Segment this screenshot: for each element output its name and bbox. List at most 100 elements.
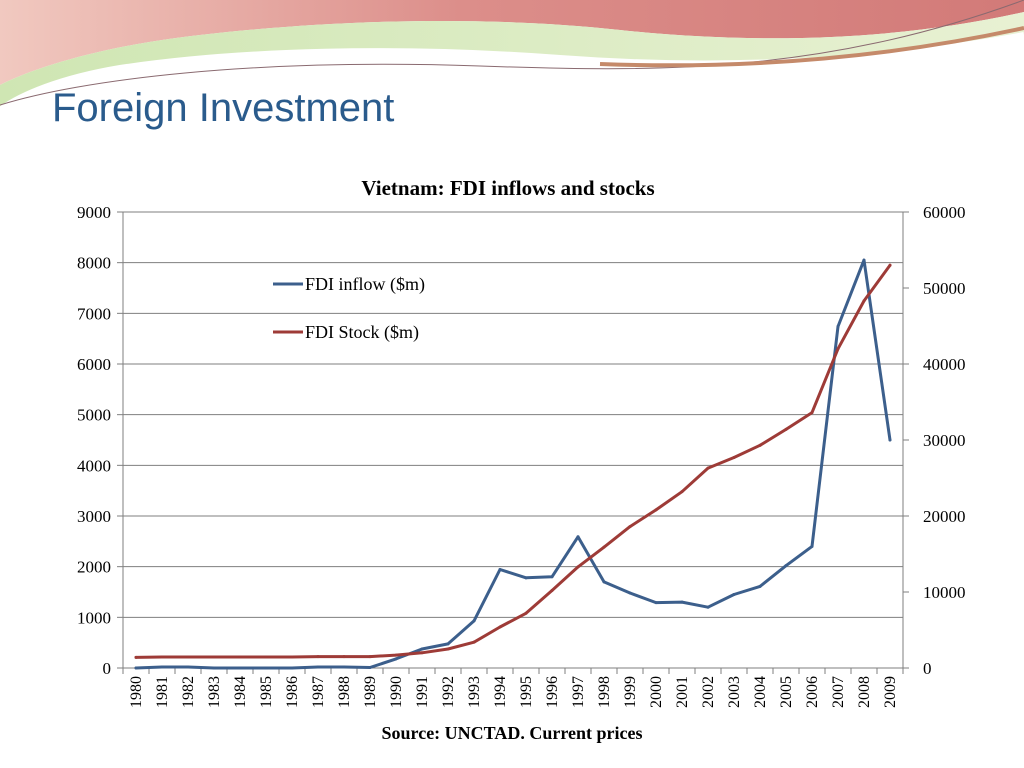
x-tick-label: 1998: [596, 676, 613, 708]
data-point: [134, 666, 138, 670]
x-tick-label: 1991: [414, 676, 431, 708]
x-tick-label: 1982: [180, 676, 197, 708]
x-tick-label: 2005: [778, 676, 795, 708]
data-point: [498, 625, 502, 629]
right-tick-label: 10000: [923, 583, 966, 602]
data-point: [524, 576, 528, 580]
data-point: [186, 655, 190, 659]
data-point: [186, 665, 190, 669]
data-point: [472, 640, 476, 644]
x-tick-label: 1990: [388, 676, 405, 708]
data-point: [602, 580, 606, 584]
data-point: [446, 647, 450, 651]
data-point: [264, 655, 268, 659]
data-point: [654, 508, 658, 512]
legend-label: FDI inflow ($m): [305, 274, 425, 295]
decorative-banner: [0, 0, 1024, 113]
left-tick-label: 9000: [77, 203, 111, 222]
data-point: [316, 665, 320, 669]
data-point: [420, 647, 424, 651]
data-point: [160, 665, 164, 669]
left-tick-label: 1000: [77, 608, 111, 627]
data-point: [732, 593, 736, 597]
data-point: [888, 263, 892, 267]
data-point: [524, 611, 528, 615]
data-point: [810, 411, 814, 415]
left-tick-label: 4000: [77, 456, 111, 475]
x-tick-label: 2008: [856, 676, 873, 708]
data-point: [290, 655, 294, 659]
right-tick-label: 40000: [923, 355, 966, 374]
data-point: [212, 655, 216, 659]
x-tick-label: 1988: [336, 676, 353, 708]
data-point: [550, 575, 554, 579]
legend-label: FDI Stock ($m): [305, 322, 419, 343]
left-tick-label: 6000: [77, 355, 111, 374]
data-point: [394, 653, 398, 657]
x-tick-label: 2000: [648, 676, 665, 708]
x-tick-label: 2009: [882, 676, 899, 708]
data-point: [498, 567, 502, 571]
series-line: [134, 263, 892, 659]
chart-title: Vietnam: FDI inflows and stocks: [361, 176, 654, 200]
right-tick-label: 0: [923, 659, 932, 678]
data-point: [368, 665, 372, 669]
slide-title: Foreign Investment: [52, 86, 395, 130]
data-point: [472, 619, 476, 623]
data-point: [238, 666, 242, 670]
x-tick-label: 2007: [830, 676, 847, 708]
data-point: [576, 565, 580, 569]
data-point: [342, 665, 346, 669]
series-1: [134, 258, 892, 670]
right-tick-label: 30000: [923, 431, 966, 450]
data-point: [550, 588, 554, 592]
x-tick-label: 1985: [258, 676, 275, 708]
data-point: [706, 605, 710, 609]
data-point: [680, 600, 684, 604]
data-point: [706, 466, 710, 470]
data-point: [628, 525, 632, 529]
data-point: [810, 544, 814, 548]
x-tick-label: 2001: [674, 676, 691, 708]
data-point: [316, 655, 320, 659]
x-tick-label: 2006: [804, 676, 821, 708]
data-point: [732, 455, 736, 459]
right-tick-label: 50000: [923, 279, 966, 298]
data-point: [654, 601, 658, 605]
left-tick-label: 5000: [77, 406, 111, 425]
data-point: [290, 666, 294, 670]
left-tick-label: 8000: [77, 254, 111, 273]
data-point: [784, 427, 788, 431]
data-point: [602, 545, 606, 549]
data-point: [836, 347, 840, 351]
legend: FDI inflow ($m) FDI Stock ($m): [273, 274, 425, 343]
x-tick-label: 1996: [544, 676, 561, 708]
data-point: [836, 325, 840, 329]
right-tick-label: 20000: [923, 507, 966, 526]
x-tick-label: 1986: [284, 676, 301, 708]
x-tick-label: 1995: [518, 676, 535, 708]
data-point: [862, 258, 866, 262]
x-tick-label: 1993: [466, 676, 483, 708]
left-tick-label: 2000: [77, 558, 111, 577]
gridlines: [123, 211, 903, 669]
data-point: [394, 657, 398, 661]
x-tick-label: 1981: [154, 676, 171, 708]
data-point: [576, 535, 580, 539]
data-point: [368, 655, 372, 659]
x-axis-ticks: 1980 1981 1982 1983 1984 1985 1986 1987 1988 1989…: [122, 668, 904, 708]
data-point: [758, 443, 762, 447]
x-tick-label: 1980: [128, 676, 145, 708]
x-tick-label: 2004: [752, 676, 769, 708]
data-point: [758, 584, 762, 588]
data-point: [264, 666, 268, 670]
x-tick-label: 1989: [362, 676, 379, 708]
data-point: [446, 642, 450, 646]
x-tick-label: 2002: [700, 676, 717, 708]
series-layer: [134, 258, 892, 670]
x-tick-label: 2003: [726, 676, 743, 708]
left-tick-label: 0: [103, 659, 112, 678]
series-line: [134, 258, 892, 670]
left-axis-ticks: 0 1000 2000 3000 4000 5000 6000 7000 8000 9000: [77, 203, 123, 678]
